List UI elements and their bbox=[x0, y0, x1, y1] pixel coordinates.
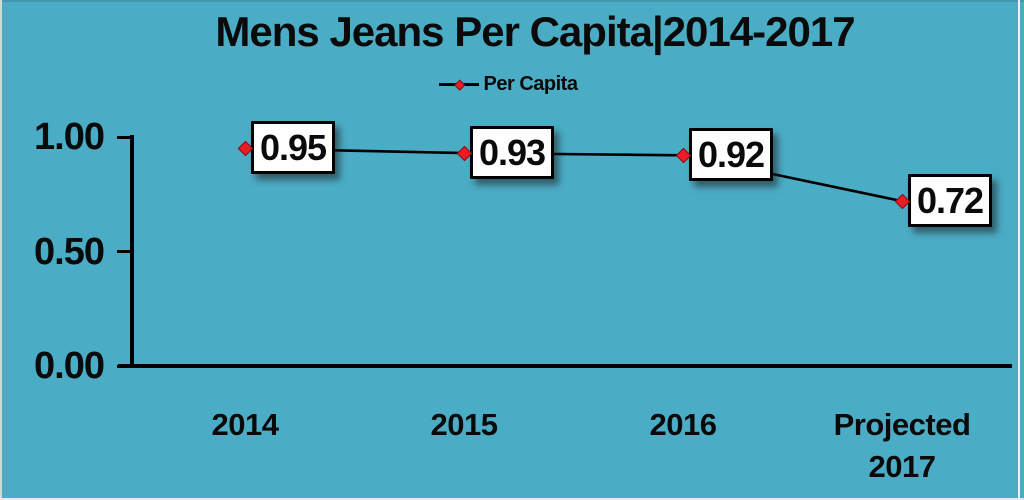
y-axis-tick bbox=[117, 250, 131, 253]
x-axis-label: 2014 bbox=[211, 407, 279, 442]
line-series bbox=[244, 147, 903, 203]
y-axis-label: 0.00 bbox=[34, 345, 105, 387]
x-axis-line bbox=[118, 364, 1012, 368]
y-axis-label: 0.50 bbox=[34, 230, 105, 273]
y-axis-line bbox=[130, 135, 134, 368]
x-axis-label: 2015 bbox=[430, 407, 498, 442]
y-axis-label: 1.00 bbox=[34, 116, 105, 158]
x-axis-label: Projected 2017 bbox=[833, 407, 971, 484]
chart-title: Mens Jeans Per Capita|2014-2017 bbox=[215, 8, 855, 55]
x-axis-label: 2016 bbox=[649, 407, 717, 442]
data-label: 0.95 bbox=[251, 121, 335, 175]
legend-line-marker-icon bbox=[438, 70, 479, 98]
y-axis-tick bbox=[117, 135, 131, 139]
y-axis-tick bbox=[117, 364, 131, 368]
data-label: 0.92 bbox=[689, 128, 773, 182]
data-label: 0.93 bbox=[470, 126, 554, 180]
data-label: 0.72 bbox=[908, 174, 992, 228]
legend-label: Per Capita bbox=[483, 72, 578, 95]
legend: Per Capita bbox=[0, 70, 1016, 98]
